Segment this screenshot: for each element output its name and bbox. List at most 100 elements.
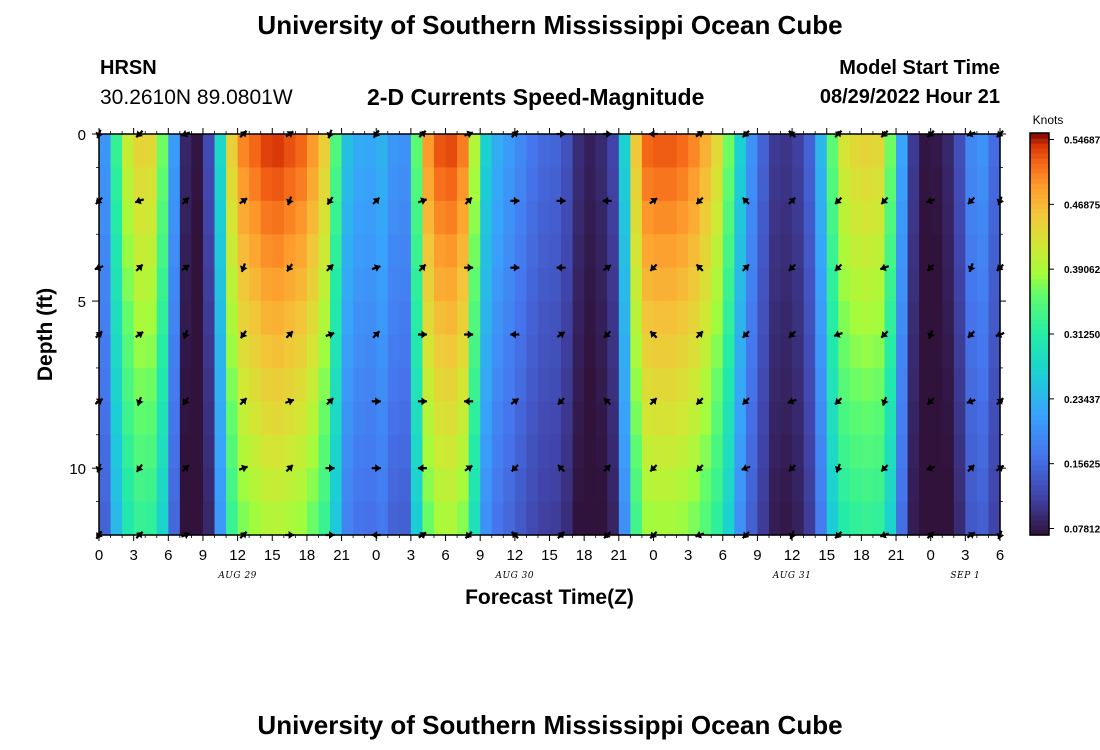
colorbar-segment	[1030, 133, 1049, 139]
heatmap-cell	[630, 234, 643, 269]
heatmap-cell	[549, 234, 562, 269]
heatmap-cell	[584, 401, 597, 436]
heatmap-cell	[561, 167, 574, 202]
heatmap-cell	[896, 401, 909, 436]
colorbar-segment	[1030, 238, 1049, 245]
heatmap-cell	[561, 334, 574, 369]
heatmap-cell	[976, 301, 990, 336]
heatmap-cell	[838, 134, 851, 169]
colorbar-segment	[1030, 293, 1049, 300]
heatmap-cell	[318, 134, 331, 169]
colorbar-tick-label: 0.54687	[1064, 135, 1100, 146]
heatmap-cell	[896, 167, 909, 202]
heatmap-cell	[306, 468, 320, 503]
heatmap-cell	[202, 301, 216, 336]
colorbar-segment	[1030, 313, 1049, 320]
heatmap-cell	[526, 234, 539, 269]
heatmap-cell	[688, 200, 701, 235]
heatmap-cell	[353, 267, 366, 302]
heatmap-cell	[503, 367, 516, 402]
heatmap-cell	[953, 468, 966, 503]
heatmap-cell	[965, 334, 978, 369]
heatmap-cell	[156, 267, 169, 302]
heatmap-cell	[688, 301, 701, 336]
velocity-arrow	[286, 263, 294, 272]
colorbar-segment	[1030, 409, 1049, 415]
heatmap-cell	[976, 134, 990, 169]
colorbar-segment	[1030, 203, 1049, 209]
colorbar-segment	[1030, 464, 1049, 471]
heatmap-cell	[734, 434, 747, 469]
velocity-arrow	[372, 330, 381, 339]
heatmap-cell	[607, 134, 620, 169]
heatmap-cell	[237, 301, 250, 336]
velocity-arrow	[464, 464, 473, 473]
velocity-arrow	[967, 464, 976, 473]
heatmap-cell	[376, 501, 389, 536]
heatmap-cell	[306, 401, 320, 436]
heatmap-cell	[468, 367, 481, 402]
heatmap-cell	[99, 401, 112, 436]
heatmap-cell	[272, 401, 285, 436]
heatmap-cell	[722, 334, 735, 369]
heatmap-cell	[295, 234, 308, 269]
heatmap-cell	[734, 334, 747, 369]
heatmap-cell	[861, 267, 874, 302]
heatmap-cell	[792, 200, 805, 235]
heatmap-cell	[457, 267, 470, 302]
heatmap-cell	[110, 468, 123, 503]
heatmap-cell	[410, 334, 424, 369]
heatmap-cell	[595, 434, 608, 469]
heatmap-cell	[792, 334, 805, 369]
heatmap-cell	[491, 334, 504, 369]
heatmap-cell	[526, 468, 539, 503]
heatmap-cell	[202, 167, 216, 202]
heatmap-cell	[803, 301, 816, 336]
heatmap-cell	[133, 267, 146, 302]
heatmap-cell	[768, 234, 782, 269]
heatmap-cell	[630, 267, 643, 302]
heatmap-cell	[641, 401, 655, 436]
heatmap-cell	[387, 401, 400, 436]
heatmap-cell	[283, 501, 296, 536]
heatmap-cell	[595, 267, 608, 302]
colorbar-segment	[1030, 344, 1049, 350]
heatmap-cell	[191, 167, 204, 202]
heatmap-cell	[237, 501, 250, 536]
heatmap-cell	[676, 468, 689, 503]
heatmap-cell	[445, 334, 458, 369]
velocity-arrow	[417, 197, 428, 205]
heatmap-cell	[907, 267, 920, 302]
velocity-arrow	[649, 197, 658, 205]
heatmap-cell	[838, 267, 851, 302]
page-title: University of Southern Mississippi Ocean…	[257, 10, 843, 40]
heatmap-cell	[249, 134, 262, 169]
heatmap-cell	[907, 434, 920, 469]
heatmap-cell	[872, 501, 886, 536]
heatmap-cell	[214, 334, 227, 369]
heatmap-cell	[249, 401, 262, 436]
heatmap-cell	[330, 334, 343, 369]
heatmap-cell	[561, 134, 574, 169]
heatmap-cell	[618, 501, 631, 536]
heatmap-cell	[283, 434, 296, 469]
heatmap-cell	[618, 301, 631, 336]
heatmap-cell	[156, 134, 169, 169]
heatmap-cell	[861, 434, 874, 469]
heatmap-cell	[595, 167, 608, 202]
colorbar-segment	[1030, 158, 1049, 164]
heatmap-cell	[353, 200, 366, 235]
colorbar-segment	[1030, 318, 1049, 325]
heatmap-cell	[122, 434, 135, 469]
colorbar-segment	[1030, 349, 1049, 355]
heatmap-cell	[168, 334, 181, 369]
heatmap-cell	[988, 401, 1001, 436]
heatmap-cell	[688, 501, 701, 536]
heatmap-cell	[179, 468, 193, 503]
heatmap-cell	[815, 267, 828, 302]
heatmap-cell	[803, 468, 816, 503]
velocity-arrow	[649, 397, 658, 406]
heatmap-cell	[722, 134, 735, 169]
heatmap-cell	[711, 234, 724, 269]
heatmap-cell	[491, 401, 504, 436]
